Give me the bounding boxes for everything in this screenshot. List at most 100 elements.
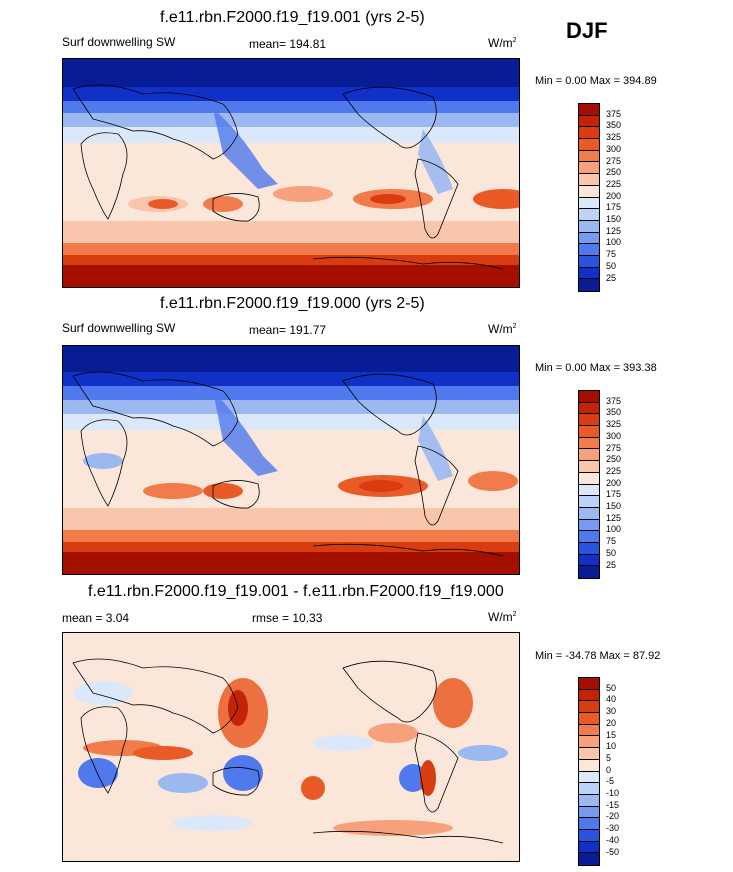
panel2-units: W/m2: [488, 322, 517, 336]
panel1-colorbar: [578, 103, 600, 292]
panel2-tick-label: 100: [606, 524, 622, 535]
panel1-colorbar-seg: [579, 209, 599, 221]
panel3-tick-label: -20: [606, 811, 620, 822]
panel3-colorbar-seg: [579, 818, 599, 830]
panel3-colorbar-seg: [579, 724, 599, 737]
panel2-tick-label: 125: [606, 512, 622, 523]
panel1-colorbar-seg: [579, 139, 599, 151]
panel3-colorbar-seg: [579, 841, 599, 854]
panel2-tick-label: 275: [606, 442, 622, 453]
panel2-colorbar: [578, 390, 600, 579]
panel2-tick-label: 250: [606, 454, 622, 465]
panel3-tick-label: 10: [606, 741, 617, 752]
season-label: DJF: [566, 18, 608, 43]
panel3-colorbar-seg: [579, 829, 599, 842]
panel2-colorbar-seg: [579, 566, 599, 578]
panel3-tick-label: -15: [606, 799, 620, 810]
panel1-title: f.e11.rbn.F2000.f19_f19.001 (yrs 2-5): [160, 9, 425, 26]
panel3-tick-label: 15: [606, 729, 617, 740]
panel1-tick-label: 100: [606, 237, 622, 248]
panel1-tick-label: 325: [606, 132, 622, 143]
panel2-colorbar-seg: [579, 484, 599, 497]
panel3-title: f.e11.rbn.F2000.f19_f19.001 - f.e11.rbn.…: [88, 583, 504, 600]
panel2-tick-label: 300: [606, 430, 622, 441]
panel1-colorbar-seg: [579, 244, 599, 256]
panel3-units: W/m2: [488, 610, 517, 624]
panel3-tick-label: 20: [606, 717, 617, 728]
panel2-title: f.e11.rbn.F2000.f19_f19.000 (yrs 2-5): [160, 295, 425, 312]
panel3-tick-label: -5: [606, 776, 615, 787]
panel3-colorbar-seg: [579, 678, 599, 690]
panel1-units: W/m2: [488, 36, 517, 50]
panel3-tick-label: -50: [606, 846, 620, 857]
panel2-tick-label: 200: [606, 477, 622, 488]
panel2-colorbar-seg: [579, 531, 599, 543]
panel1-colorbar-seg: [579, 104, 599, 116]
panel3-colorbar: [578, 677, 600, 866]
panel3-colorbar-seg: [579, 689, 599, 702]
panel1-tick-label: 375: [606, 108, 622, 119]
panel1-tick-label: 75: [606, 249, 617, 260]
panel1-colorbar-seg: [579, 220, 599, 233]
panel1-tick-label: 275: [606, 155, 622, 166]
panel3-colorbar-seg: [579, 853, 599, 865]
panel3-colorbar-seg: [579, 748, 599, 760]
panel1-colorbar-seg: [579, 197, 599, 210]
panel3-tick-label: 50: [606, 682, 617, 693]
panel1-tick-label: 350: [606, 120, 622, 131]
panel3-tick-label: -30: [606, 823, 620, 834]
panel2-map: [62, 345, 520, 575]
panel3-colorbar-seg: [579, 736, 599, 749]
panel1-colorbar-seg: [579, 162, 599, 175]
panel1-colorbar-seg: [579, 127, 599, 140]
panel1-tick-label: 150: [606, 214, 622, 224]
panel1-tick-label: 25: [606, 272, 617, 283]
panel1-tick-label: 175: [606, 202, 622, 213]
panel3-colorbar-seg: [579, 794, 599, 807]
panel3-mean-label: mean = 3.04: [62, 611, 130, 625]
panel2-minmax: Min = 0.00 Max = 393.38: [535, 362, 657, 374]
panel3-tick-label: 40: [606, 694, 617, 705]
panel2-colorbar-seg: [579, 402, 599, 415]
panel1-colorbar-seg: [579, 267, 599, 280]
panel1-colorbar-seg: [579, 255, 599, 268]
panel1-colorbar-seg: [579, 150, 599, 163]
panel2-colorbar-seg: [579, 461, 599, 473]
panel1-tick-label: 250: [606, 167, 622, 178]
panel2-tick-label: 50: [606, 547, 617, 558]
panel2-tick-label: 225: [606, 465, 622, 476]
panel2-mean-label: mean= 191.77: [249, 323, 327, 337]
panel2-colorbar-seg: [579, 437, 599, 450]
panel3-colorbar-seg: [579, 713, 599, 725]
panel2-tick-label: 25: [606, 559, 617, 570]
panel3-colorbar-seg: [579, 771, 599, 784]
panel1-minmax: Min = 0.00 Max = 394.89: [535, 75, 657, 87]
panel3-colorbar-seg: [579, 701, 599, 714]
panel2-colorbar-seg: [579, 449, 599, 462]
panel2-colorbar-seg: [579, 519, 599, 532]
panel2-tick-label: 175: [606, 489, 622, 500]
panel1-colorbar-seg: [579, 115, 599, 128]
panel2-colorbar-seg: [579, 426, 599, 438]
panel3-colorbar-seg: [579, 783, 599, 795]
panel1-variable-label: Surf downwelling SW: [62, 35, 176, 49]
panel3-tick-label: 5: [606, 752, 612, 763]
panel2-colorbar-seg: [579, 507, 599, 520]
panel1-colorbar-seg: [579, 174, 599, 186]
panel2-colorbar-seg: [579, 414, 599, 427]
panel2-colorbar-seg: [579, 542, 599, 555]
panel3-map: [62, 632, 520, 862]
panel1-colorbar-seg: [579, 279, 599, 291]
panel1-mean-label: mean= 194.81: [249, 37, 327, 51]
panel2-tick-label: 350: [606, 407, 622, 418]
panel3-rmse-label: rmse = 10.33: [252, 611, 323, 625]
panel1-map: [62, 58, 520, 288]
panel3-minmax: Min = -34.78 Max = 87.92: [535, 650, 661, 662]
panel2-variable-label: Surf downwelling SW: [62, 321, 176, 335]
panel1-tick-label: 125: [606, 225, 622, 236]
panel3-colorbar-seg: [579, 806, 599, 819]
panel2-tick-label: 325: [606, 419, 622, 430]
panel2-colorbar-seg: [579, 496, 599, 508]
panel1-colorbar-seg: [579, 232, 599, 245]
panel3-tick-label: -40: [606, 834, 620, 845]
